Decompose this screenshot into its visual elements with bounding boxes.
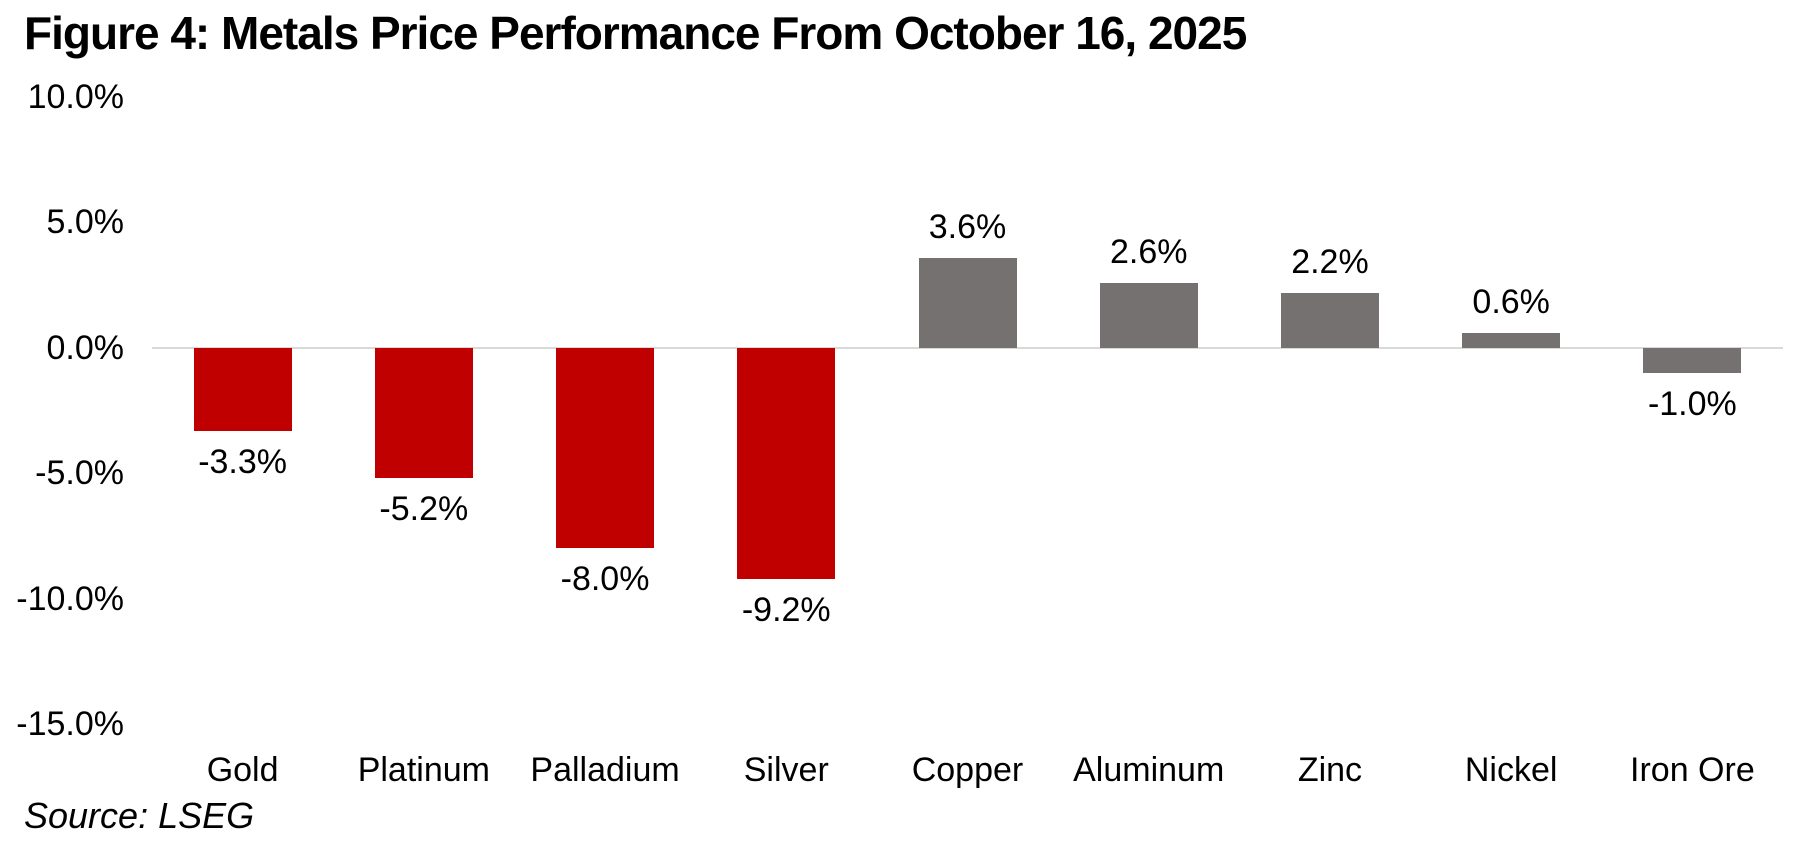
y-tick-label-10: 10.0%: [27, 78, 124, 116]
source-note: Source: LSEG: [24, 795, 255, 836]
bar-gold: [193, 347, 292, 431]
bar-aluminum: [1099, 282, 1198, 348]
category-label-iron-ore: Iron Ore: [1630, 751, 1755, 789]
bar-nickel: [1462, 332, 1561, 348]
value-label-silver: -9.2%: [741, 590, 831, 629]
category-label-copper: Copper: [911, 751, 1024, 789]
value-label-copper: 3.6%: [928, 207, 1007, 246]
value-label-iron-ore: -1.0%: [1647, 384, 1737, 423]
bar-copper: [918, 257, 1017, 348]
y-tick-label-0: 0.0%: [46, 328, 125, 367]
chart-title: Figure 4: Metals Price Performance From …: [24, 7, 1247, 59]
bar-iron-ore: [1643, 347, 1742, 373]
value-label-zinc: 2.2%: [1291, 242, 1369, 281]
value-label-gold: -3.3%: [198, 442, 288, 481]
category-label-nickel: Nickel: [1464, 751, 1558, 789]
category-label-palladium: Palladium: [530, 751, 680, 789]
category-label-aluminum: Aluminum: [1073, 751, 1225, 789]
bar-palladium: [556, 347, 655, 549]
category-label-silver: Silver: [743, 751, 829, 789]
category-label-gold: Gold: [206, 751, 279, 789]
y-tick-label--15: -15.0%: [16, 705, 124, 743]
y-tick-label--5: -5.0%: [35, 454, 124, 493]
value-label-aluminum: 2.6%: [1109, 232, 1188, 271]
value-label-nickel: 0.6%: [1472, 282, 1550, 321]
y-tick-label-5: 5.0%: [46, 203, 125, 242]
bar-platinum: [374, 347, 473, 479]
zero-axis-line: [152, 346, 1783, 349]
category-label-zinc: Zinc: [1297, 751, 1363, 789]
category-label-platinum: Platinum: [357, 751, 490, 789]
value-label-palladium: -8.0%: [560, 560, 650, 599]
bar-zinc: [1280, 292, 1379, 348]
bar-silver: [737, 347, 836, 579]
value-label-platinum: -5.2%: [379, 490, 469, 529]
y-tick-label--10: -10.0%: [16, 579, 124, 618]
